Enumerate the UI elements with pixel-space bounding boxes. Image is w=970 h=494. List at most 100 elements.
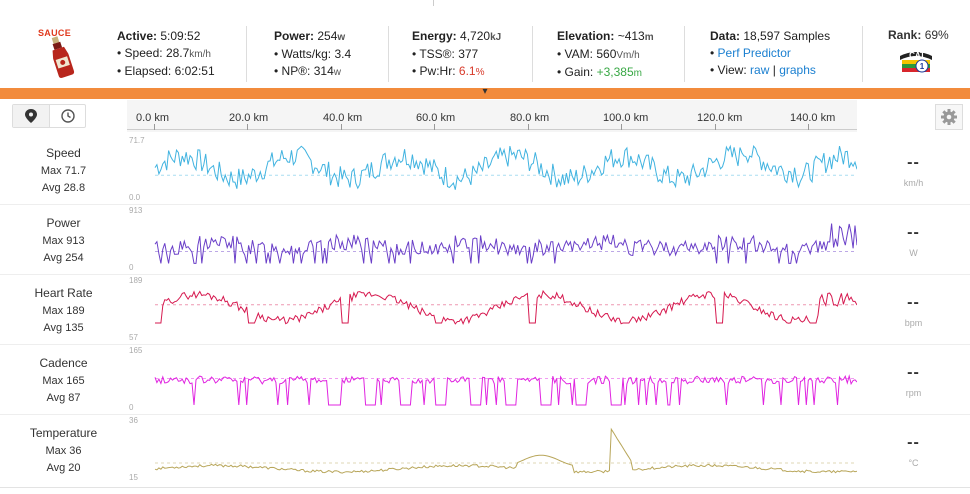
elevation-stats: Elevation: ~413m • VAM: 560Vm/h • Gain: … bbox=[557, 29, 654, 79]
metric-chart[interactable]: 913 0 bbox=[127, 204, 857, 274]
current-value-panel: -- °C bbox=[857, 414, 970, 484]
perf-predictor-link[interactable]: Perf Predictor bbox=[717, 46, 791, 60]
gear-icon bbox=[941, 109, 957, 125]
distance-tick bbox=[715, 124, 716, 130]
row-label: Heart Rate Max 189 Avg 135 bbox=[0, 274, 127, 344]
graph-row-heartrate: Heart Rate Max 189 Avg 135 189 57 -- bpm bbox=[0, 274, 970, 344]
metric-chart[interactable]: 189 57 bbox=[127, 274, 857, 344]
np-value: 314 bbox=[313, 64, 334, 78]
metric-avg: Avg 135 bbox=[43, 322, 84, 334]
metric-line bbox=[155, 289, 857, 325]
metric-plot bbox=[154, 223, 857, 264]
current-value-panel: -- W bbox=[857, 204, 970, 274]
graph-row-power: Power Max 913 Avg 254 913 0 -- W bbox=[0, 204, 970, 274]
y-min-label: 0 bbox=[129, 403, 134, 412]
metric-chart[interactable]: 165 0 bbox=[127, 344, 857, 414]
metric-plot bbox=[155, 289, 857, 325]
metric-chart[interactable]: 36 15 bbox=[127, 414, 857, 484]
metric-name: Power bbox=[46, 216, 81, 230]
chevron-down-icon[interactable]: ▾ bbox=[482, 86, 488, 97]
power-value: 254 bbox=[317, 29, 338, 43]
row-divider bbox=[0, 414, 970, 415]
graph-row-temperature: Temperature Max 36 Avg 20 36 15 -- °C bbox=[0, 414, 970, 484]
row-divider bbox=[0, 204, 970, 205]
current-value: -- bbox=[907, 364, 920, 381]
current-value: -- bbox=[907, 224, 920, 241]
distance-tick bbox=[621, 124, 622, 130]
metric-unit: °C bbox=[908, 458, 919, 468]
view-graphs-link[interactable]: graphs bbox=[779, 63, 816, 77]
current-value-panel: -- bpm bbox=[857, 274, 970, 344]
current-value: -- bbox=[907, 154, 920, 171]
cat-badge-icon[interactable]: 1 CAT bbox=[896, 46, 936, 76]
vam-value: 560 bbox=[596, 47, 617, 61]
distance-mode-button[interactable] bbox=[13, 105, 49, 127]
sauce-logo: SAUCE bbox=[30, 28, 86, 84]
tss-value: 377 bbox=[458, 47, 479, 61]
metric-avg: Avg 87 bbox=[46, 392, 81, 404]
collapse-bar[interactable]: ▾ bbox=[0, 86, 970, 99]
metric-name: Heart Rate bbox=[34, 286, 93, 300]
stat-divider bbox=[862, 26, 863, 82]
distance-tick bbox=[808, 124, 809, 130]
distance-tick bbox=[341, 124, 342, 130]
distance-tick-label: 0.0 km bbox=[136, 112, 170, 124]
metric-name: Speed bbox=[46, 146, 81, 160]
brand-label: SAUCE bbox=[38, 28, 72, 38]
metric-max: Max 165 bbox=[42, 375, 85, 387]
time-mode-button[interactable] bbox=[49, 105, 86, 127]
map-marker-icon bbox=[25, 109, 37, 123]
current-value: -- bbox=[907, 434, 920, 451]
metric-avg: Avg 254 bbox=[43, 252, 84, 264]
y-max-label: 36 bbox=[129, 416, 138, 425]
distance-tick-label: 140.0 km bbox=[790, 112, 836, 124]
metric-max: Max 189 bbox=[42, 305, 85, 317]
distance-tick-label: 80.0 km bbox=[510, 112, 550, 124]
distance-tick bbox=[528, 124, 529, 130]
distance-tick-label: 20.0 km bbox=[229, 112, 269, 124]
data-stats: Data: 18,597 Samples • Perf Predictor • … bbox=[710, 29, 831, 77]
y-min-label: 57 bbox=[129, 333, 138, 342]
metric-line bbox=[154, 223, 857, 264]
elapsed-value: 6:02:51 bbox=[174, 64, 215, 78]
metric-line bbox=[154, 144, 857, 190]
distance-tick-label: 120.0 km bbox=[697, 112, 743, 124]
svg-text:1: 1 bbox=[920, 62, 925, 71]
distance-tick bbox=[247, 124, 248, 130]
stat-divider bbox=[388, 26, 389, 82]
metric-chart[interactable]: 71.7 0.0 bbox=[127, 134, 857, 204]
metric-max: Max 36 bbox=[45, 445, 82, 457]
speed-value: 28.7 bbox=[165, 46, 190, 60]
view-raw-link[interactable]: raw bbox=[750, 63, 770, 77]
samples-value: 18,597 Samples bbox=[743, 29, 831, 43]
stats-header: SAUCE Active: 5:09:52 • Speed: 28.7km/h … bbox=[0, 22, 970, 88]
current-value-panel: -- km/h bbox=[857, 134, 970, 204]
bottom-divider bbox=[0, 487, 970, 488]
sauce-bottle-icon bbox=[51, 36, 75, 78]
rank-value: 69% bbox=[924, 28, 949, 42]
active-time: 5:09:52 bbox=[160, 29, 201, 43]
metric-line bbox=[154, 427, 857, 474]
metric-unit: rpm bbox=[905, 388, 922, 398]
row-label: Temperature Max 36 Avg 20 bbox=[0, 414, 127, 484]
metric-plot bbox=[154, 374, 857, 406]
row-divider bbox=[0, 344, 970, 345]
metric-unit: km/h bbox=[903, 178, 924, 188]
current-value-panel: -- rpm bbox=[857, 344, 970, 414]
distance-tick bbox=[154, 124, 155, 130]
stat-divider bbox=[684, 26, 685, 82]
axis-baseline bbox=[127, 129, 857, 130]
watts-kg-value: 3.4 bbox=[334, 47, 352, 61]
metric-name: Temperature bbox=[29, 426, 98, 440]
metric-plot bbox=[154, 427, 857, 474]
settings-button[interactable] bbox=[935, 104, 963, 130]
graph-row-cadence: Cadence Max 165 Avg 87 165 0 -- rpm bbox=[0, 344, 970, 414]
graph-row-speed: Speed Max 71.7 Avg 28.8 71.7 0.0 -- km/h bbox=[0, 134, 970, 204]
metric-max: Max 913 bbox=[42, 235, 85, 247]
clock-icon bbox=[61, 109, 75, 123]
distance-tick bbox=[434, 124, 435, 130]
gain-value: +3,385 bbox=[596, 65, 634, 79]
y-min-label: 15 bbox=[129, 473, 138, 482]
metric-name: Cadence bbox=[39, 356, 88, 370]
metric-unit: bpm bbox=[904, 318, 923, 328]
